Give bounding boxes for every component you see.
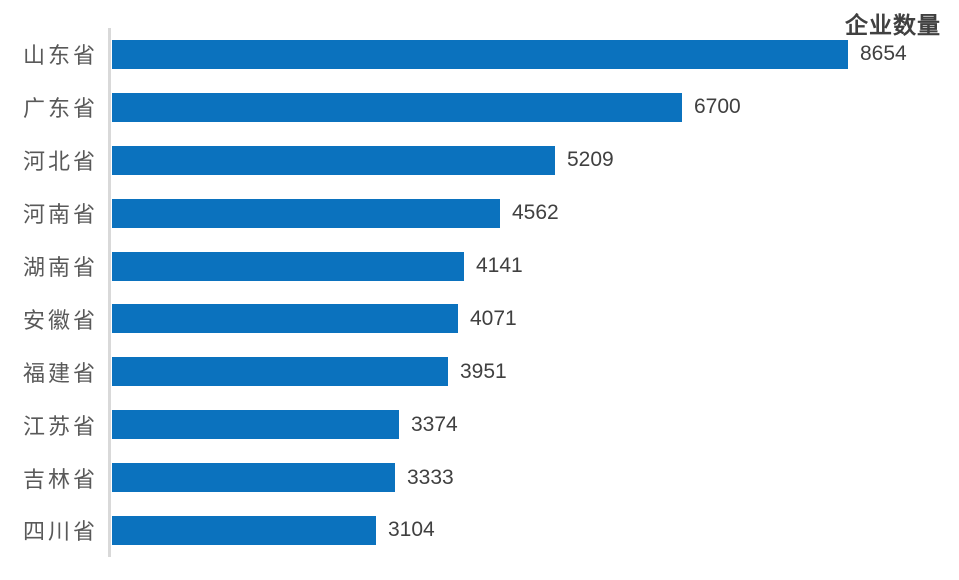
category-label: 山东省 [22,43,98,69]
chart-row: 吉林省 3333 [0,451,959,504]
chart-row: 福建省 3951 [0,345,959,398]
value-label: 6700 [694,95,741,119]
chart-row: 安徽省 4071 [0,292,959,345]
category-label: 河北省 [22,149,98,175]
chart-row: 河南省 4562 [0,187,959,240]
y-axis-line [108,28,111,557]
category-label: 湖南省 [22,255,98,280]
bar [112,357,448,387]
chart-row: 山东省 8654 [0,28,959,81]
bar [112,198,500,228]
bar [112,92,682,122]
value-label: 4562 [512,201,559,225]
chart-row: 广东省 6700 [0,81,959,134]
category-label: 福建省 [22,360,98,386]
bar [112,145,555,175]
bar [112,39,848,69]
category-label: 广东省 [22,96,98,122]
bar [112,463,395,493]
chart-rows: 山东省 8654 广东省 6700 河北省 5209 河南省 4562 湖南省 … [0,28,959,557]
value-label: 3104 [388,518,435,542]
value-label: 3333 [407,465,454,489]
chart-title: 企业数量 [845,12,941,38]
value-label: 4141 [476,254,523,277]
category-label: 河南省 [22,202,98,228]
chart-row: 湖南省 4141 [0,240,959,293]
bar [112,515,376,545]
chart-row: 四川省 3104 [0,504,959,557]
value-label: 3374 [411,412,458,436]
category-label: 四川省 [22,519,98,545]
value-label: 3951 [460,359,507,383]
value-label: 4071 [470,306,517,330]
value-label: 8654 [860,42,907,66]
bar [112,251,464,281]
value-label: 5209 [567,148,614,172]
category-label: 江苏省 [22,413,98,439]
bar [112,410,399,440]
chart-row: 江苏省 3374 [0,398,959,451]
chart-row: 河北省 5209 [0,134,959,187]
category-label: 吉林省 [22,466,98,492]
bar [112,304,458,334]
category-label: 安徽省 [22,307,98,333]
